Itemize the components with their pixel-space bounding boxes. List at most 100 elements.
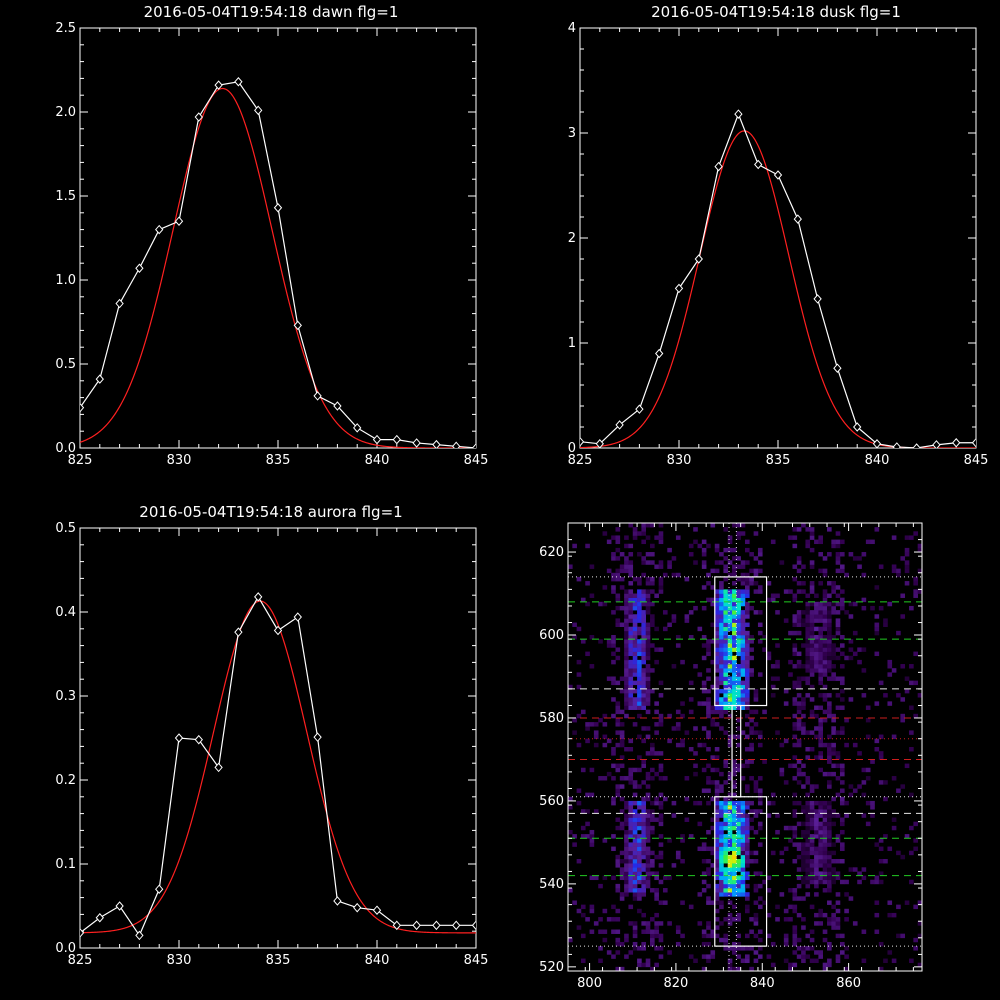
heatmap-cell (632, 630, 638, 636)
heatmap-cell (809, 535, 815, 540)
heatmap-cell (745, 630, 750, 636)
heatmap-cell (831, 813, 836, 818)
heatmap-cell (818, 655, 824, 661)
heatmap-cell (814, 958, 819, 964)
heatmap-cell (654, 871, 659, 876)
heatmap-cell (745, 593, 750, 598)
heatmap-cell (624, 846, 629, 852)
heatmap-cell (796, 676, 802, 681)
heatmap-cell (706, 763, 711, 769)
heatmap-cell (749, 917, 754, 922)
heatmap-cell (796, 937, 802, 943)
heatmap-cell (632, 639, 638, 644)
heatmap-cell (701, 846, 707, 852)
heatmap-cell (792, 535, 798, 540)
heatmap-cell (827, 605, 832, 611)
heatmap-cell (714, 817, 720, 822)
heatmap-cell (745, 892, 750, 897)
heatmap-cell (624, 747, 629, 752)
heatmap-cell (684, 817, 690, 822)
heatmap-cell (827, 917, 832, 922)
heatmap-cell (615, 854, 621, 860)
heatmap-cell (714, 813, 720, 818)
heatmap-cell (801, 954, 806, 959)
heatmap-cell (580, 809, 586, 814)
heatmap-cell (805, 543, 811, 549)
heatmap-cell (740, 581, 746, 586)
dusk-ytick-label: 2 (568, 231, 576, 246)
heatmap-cell (827, 900, 832, 905)
heatmap-cell (749, 635, 754, 640)
heatmap-cell (650, 933, 655, 939)
heatmap-cell (818, 614, 824, 619)
heatmap-cell (740, 647, 746, 652)
heatmap-cell (576, 713, 582, 719)
heatmap-cell (814, 809, 819, 814)
heatmap-cell (641, 850, 647, 856)
heatmap-cell (615, 788, 621, 793)
heatmap-cell (822, 850, 828, 856)
heatmap-cell (844, 655, 849, 661)
heatmap-cell (792, 643, 798, 648)
heatmap-cell (839, 676, 845, 681)
heatmap-cell (645, 672, 651, 677)
heatmap-cell (745, 834, 750, 839)
heatmap-cell (611, 747, 616, 752)
heatmap-cell (585, 738, 590, 744)
heatmap-cell (719, 713, 724, 719)
heatmap-cell (745, 747, 750, 752)
heatmap-cell (809, 635, 815, 640)
heatmap-cell (602, 929, 608, 934)
heatmap-cell (727, 547, 733, 553)
heatmap-cell (650, 829, 655, 835)
heatmap-cell (727, 813, 733, 818)
heatmap-cell (745, 547, 750, 553)
heatmap-cell (727, 680, 733, 686)
heatmap-cell (857, 564, 862, 569)
heatmap-cell (628, 659, 634, 665)
heatmap-cell (766, 655, 772, 661)
heatmap-cell (645, 751, 651, 756)
heatmap-cell (839, 601, 845, 607)
heatmap-cell (822, 605, 828, 611)
heatmap-cell (710, 717, 716, 723)
heatmap-cell (714, 659, 720, 665)
heatmap-cell (654, 796, 659, 802)
heatmap-cell (628, 805, 634, 810)
heatmap-cell (719, 825, 724, 831)
heatmap-cell (572, 717, 577, 723)
heatmap-cell (619, 688, 625, 694)
heatmap-cell (675, 726, 681, 731)
heatmap-cell (714, 792, 720, 798)
heatmap-cell (736, 817, 741, 822)
heatmap-cell (809, 585, 815, 590)
heatmap-cell (637, 946, 642, 951)
heatmap-cell (706, 941, 711, 947)
heatmap-cell (658, 842, 664, 847)
heatmap-cell (757, 800, 763, 806)
heatmap-cell (727, 647, 733, 652)
heatmap-cell (589, 875, 595, 881)
heatmap-cell (684, 796, 690, 802)
heatmap-cell (861, 813, 867, 818)
heatmap-cell (628, 738, 634, 744)
dusk-data-point (971, 437, 976, 448)
heatmap-cell (809, 622, 815, 628)
heatmap-cell (589, 908, 595, 914)
heatmap-cell (818, 813, 824, 818)
heatmap-cell (641, 531, 647, 536)
heatmap-cell (624, 937, 629, 943)
heatmap-cell (654, 962, 659, 968)
heatmap-cell (723, 883, 729, 889)
heatmap-cell (852, 630, 858, 636)
heatmap-cell (831, 925, 836, 930)
heatmap-cell (714, 547, 720, 553)
heatmap-cell (809, 871, 815, 876)
heatmap-cell (701, 859, 707, 864)
heatmap-cell (831, 605, 836, 611)
heatmap-cell (688, 904, 694, 910)
heatmap-cell (645, 693, 651, 698)
heatmap-cell (848, 552, 854, 557)
heatmap-cell (706, 713, 711, 719)
heatmap-cell (809, 630, 815, 636)
